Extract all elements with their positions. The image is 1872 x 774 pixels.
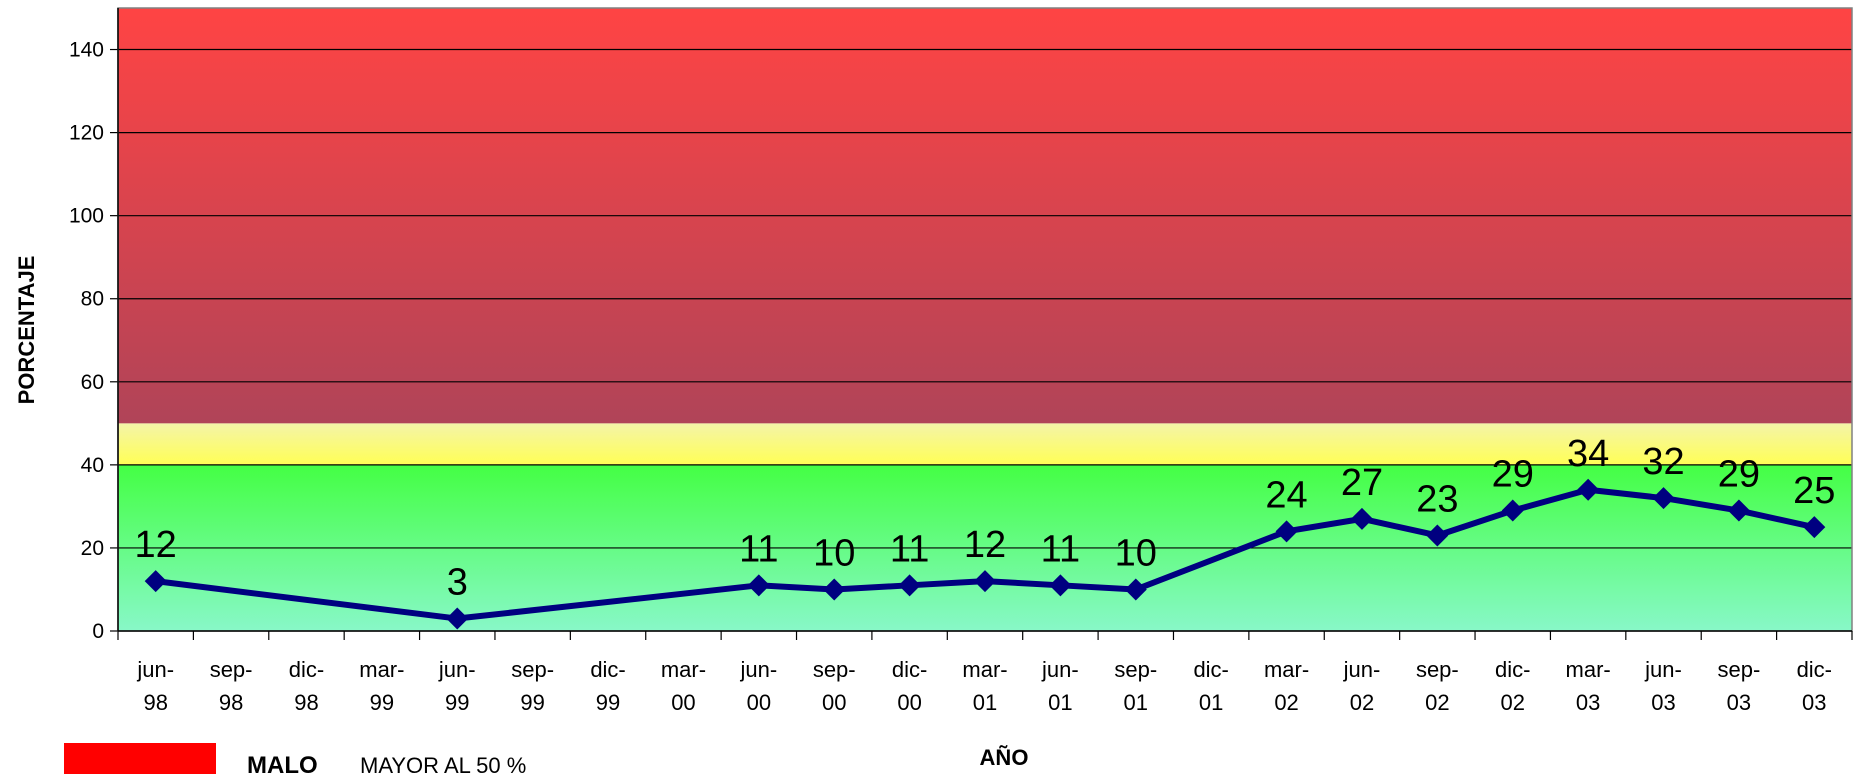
x-tick-label-line1: dic- <box>1495 657 1530 682</box>
data-label: 12 <box>964 524 1006 566</box>
x-tick-label-line2: 01 <box>1199 690 1223 715</box>
x-tick-label-line1: dic- <box>892 657 927 682</box>
band-warning <box>118 423 1852 465</box>
y-tick-label: 60 <box>81 371 104 394</box>
data-point <box>1124 578 1147 601</box>
x-tick-label-line1: jun- <box>1343 657 1381 682</box>
data-label: 29 <box>1718 454 1760 496</box>
x-tick-label-line1: jun- <box>1041 657 1079 682</box>
x-tick-label-line1: dic- <box>590 657 625 682</box>
x-tick-label-line1: sep- <box>1416 657 1459 682</box>
x-tick-label-line2: 03 <box>1651 690 1675 715</box>
legend-text: MAYOR AL 50 % <box>360 753 526 774</box>
x-tick-label-line1: mar- <box>1566 657 1611 682</box>
y-tick-label: 40 <box>81 454 104 477</box>
data-label: 23 <box>1416 478 1458 520</box>
series-line <box>155 486 1815 622</box>
x-tick-label-line1: sep- <box>1114 657 1157 682</box>
data-label: 10 <box>1115 532 1157 574</box>
x-tick-label-line2: 03 <box>1727 690 1751 715</box>
x-tick-label-line2: 98 <box>143 690 167 715</box>
x-tick-label-line1: sep- <box>813 657 856 682</box>
data-label: 34 <box>1567 433 1609 475</box>
data-point <box>446 607 469 630</box>
x-tick-label-line2: 03 <box>1576 690 1600 715</box>
data-point <box>823 578 846 601</box>
x-tick-label-line2: 02 <box>1274 690 1298 715</box>
x-tick-label-line1: dic- <box>1193 657 1228 682</box>
data-point <box>747 574 770 597</box>
x-tick-label-line1: mar- <box>661 657 706 682</box>
x-tick-label-line1: sep- <box>1718 657 1761 682</box>
data-label: 11 <box>1041 528 1080 570</box>
x-tick-label-line1: mar- <box>359 657 404 682</box>
data-label: 10 <box>813 532 855 574</box>
data-point <box>1577 478 1600 501</box>
data-point <box>1426 524 1449 547</box>
data-point <box>1803 516 1826 539</box>
data-label: 32 <box>1642 441 1684 483</box>
y-tick-label: 140 <box>69 39 104 62</box>
y-tick-label: 0 <box>92 620 104 643</box>
x-tick-label-line2: 02 <box>1350 690 1374 715</box>
data-label: 3 <box>447 562 468 604</box>
legend-label: MALO <box>247 752 318 774</box>
data-point <box>1727 499 1750 522</box>
x-tick-label-line2: 99 <box>596 690 620 715</box>
data-point <box>144 570 167 593</box>
data-point <box>1501 499 1524 522</box>
y-tick-label: 80 <box>81 288 104 311</box>
x-tick-label-line2: 00 <box>897 690 921 715</box>
x-tick-label-line2: 02 <box>1425 690 1449 715</box>
x-tick-label-line2: 01 <box>973 690 997 715</box>
y-tick-label: 100 <box>69 205 104 228</box>
data-label: 27 <box>1341 462 1383 504</box>
x-tick-label-line1: jun- <box>739 657 777 682</box>
grid-lines <box>118 48 1852 549</box>
data-label: 11 <box>890 528 929 570</box>
y-tick-label: 120 <box>69 122 104 145</box>
data-point <box>1049 574 1072 597</box>
x-tick-label-line2: 02 <box>1500 690 1524 715</box>
data-labels: 12 3 11 10 11 12 11 10 24 27 23 29 34 32 29 25 <box>135 433 1836 604</box>
x-tick-label-line2: 99 <box>445 690 469 715</box>
data-point <box>974 570 996 593</box>
x-tick-label-line2: 01 <box>1048 690 1072 715</box>
y-axis-title: PORCENTAJE <box>14 256 39 405</box>
data-series <box>144 478 1826 630</box>
x-tick-label-line2: 00 <box>671 690 695 715</box>
x-tick-label-line2: 99 <box>520 690 544 715</box>
data-point <box>1652 487 1675 510</box>
x-tick-label-line2: 98 <box>219 690 243 715</box>
x-tick-label-line1: mar- <box>1264 657 1309 682</box>
legend: MALO MAYOR AL 50 % <box>64 743 526 774</box>
x-tick-label-line1: mar- <box>962 657 1007 682</box>
x-tick-label-line2: 99 <box>370 690 394 715</box>
data-point <box>1350 507 1373 530</box>
data-label: 11 <box>739 528 778 570</box>
x-tick-label-line2: 00 <box>822 690 846 715</box>
data-point <box>898 574 921 597</box>
x-tick-label-line1: sep- <box>511 657 554 682</box>
data-label: 25 <box>1793 470 1835 512</box>
x-tick-label-line1: sep- <box>210 657 253 682</box>
x-tick-label-line2: 98 <box>294 690 318 715</box>
x-tick-label-line2: 01 <box>1124 690 1148 715</box>
legend-swatch <box>64 743 216 774</box>
data-label: 29 <box>1492 454 1534 496</box>
data-point <box>1275 520 1298 543</box>
x-tick-label-line2: 00 <box>747 690 771 715</box>
x-axis-title: AÑO <box>980 745 1029 770</box>
x-tick-label-line1: jun- <box>136 657 174 682</box>
y-tick-label: 20 <box>81 537 104 560</box>
x-tick-label-line1: dic- <box>289 657 324 682</box>
x-tick-label-line1: dic- <box>1797 657 1832 682</box>
data-label: 12 <box>135 524 177 566</box>
axes: 020406080100120140jun-98sep-98dic-98mar-… <box>69 7 1853 715</box>
x-tick-label-line1: jun- <box>438 657 476 682</box>
x-tick-label-line1: jun- <box>1644 657 1682 682</box>
x-tick-label-line2: 03 <box>1802 690 1826 715</box>
data-label: 24 <box>1265 474 1307 516</box>
